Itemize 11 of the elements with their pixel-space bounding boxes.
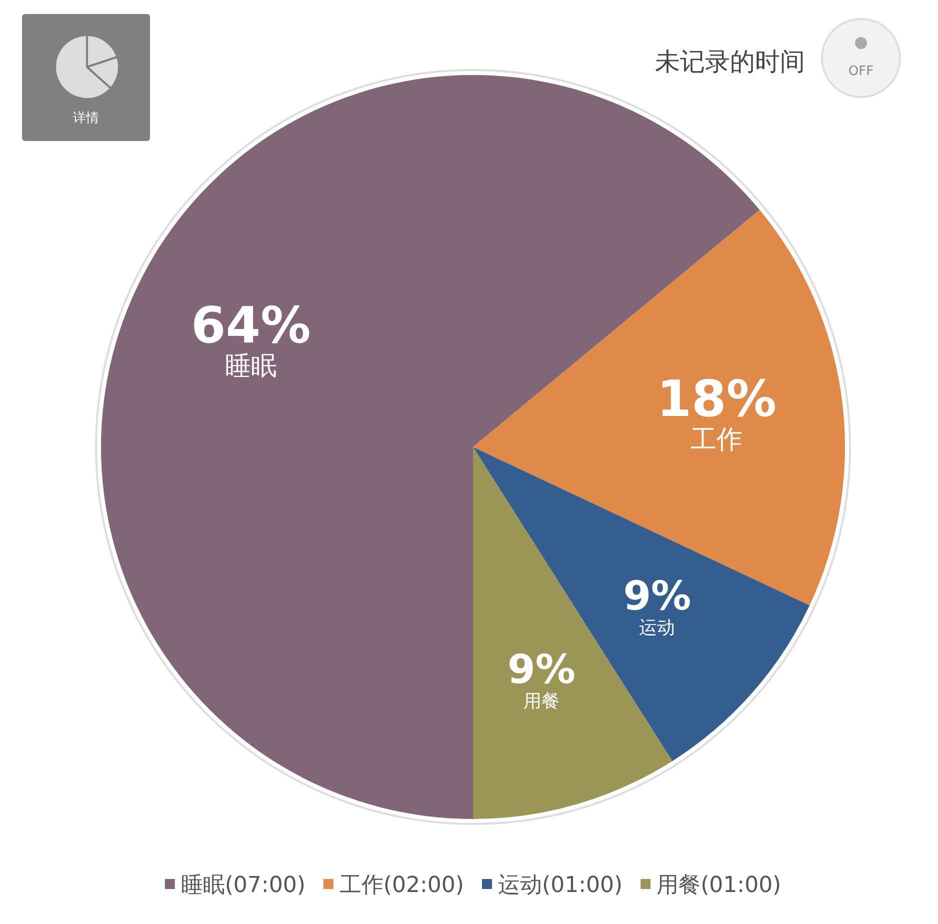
legend-label: 工作(02:00) <box>339 872 464 898</box>
toggle-switch: OFF <box>821 18 901 98</box>
text: 未记录的时间 <box>655 47 805 76</box>
legend-label: 运动(01:00) <box>498 872 623 898</box>
data-label: 9% <box>623 573 692 620</box>
text: 用餐 <box>524 690 560 712</box>
legend-label: 用餐(01:00) <box>656 872 782 898</box>
text: 运动 <box>639 617 676 638</box>
legend-label: 睡眠(07:00) <box>180 872 306 898</box>
details-button: 详情 <box>22 14 150 141</box>
data-label: 9% <box>508 646 576 693</box>
